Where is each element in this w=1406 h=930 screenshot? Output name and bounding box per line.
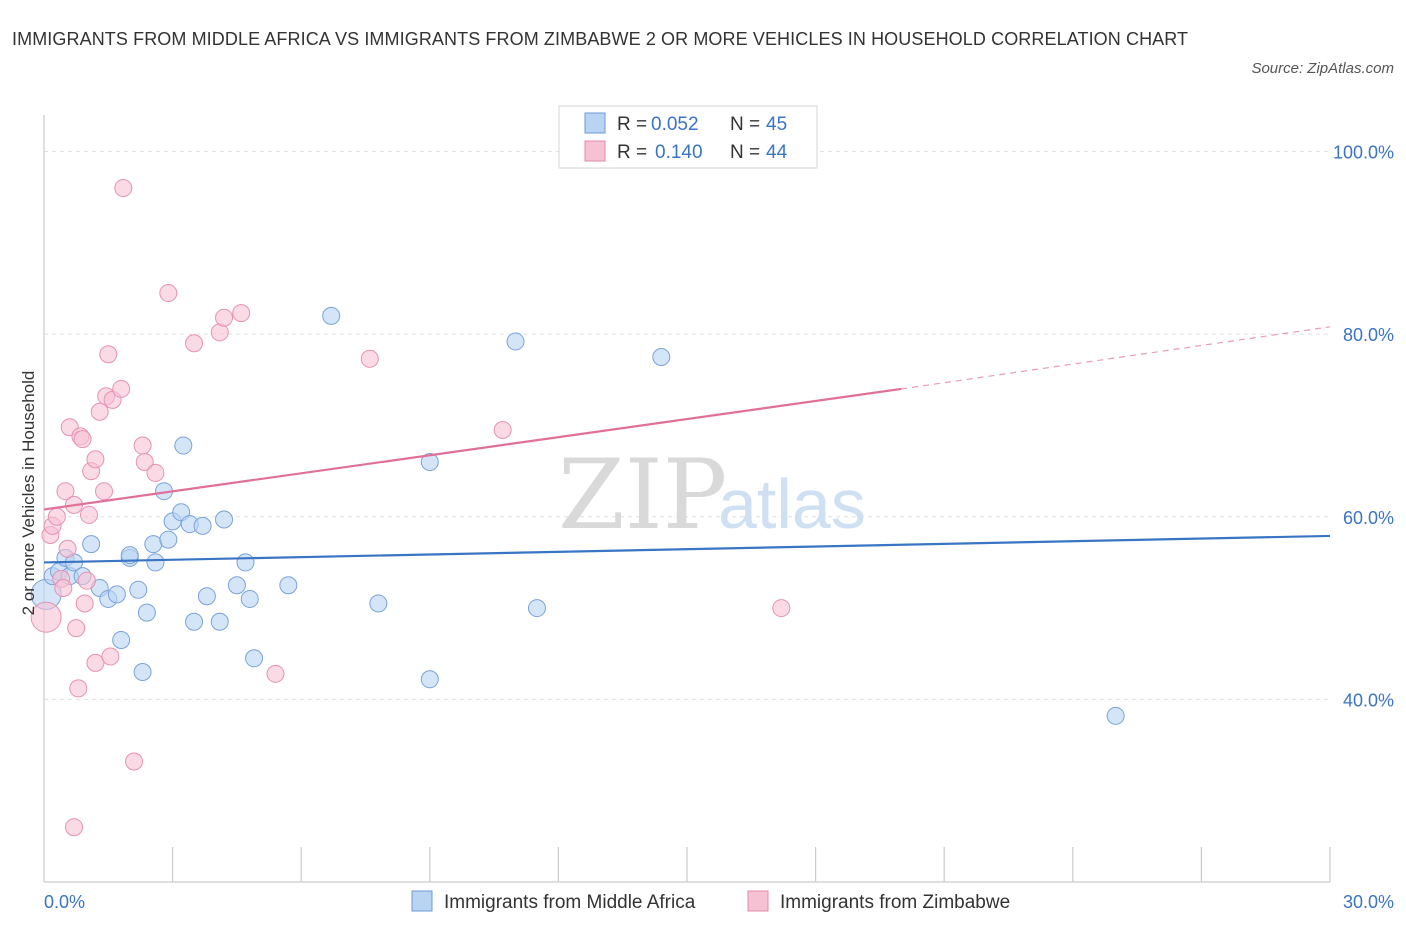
source-label: Source: ZipAtlas.com xyxy=(1251,60,1394,77)
trend-layer xyxy=(43,326,1331,564)
point-zimbabwe xyxy=(99,345,118,364)
point-middle-africa xyxy=(120,546,139,565)
point-middle-africa xyxy=(527,599,546,618)
y-tick-label: 100.0% xyxy=(1333,143,1394,163)
legend-n-label-2: N = xyxy=(730,142,760,163)
bottom-legend-swatch-blue xyxy=(411,890,433,912)
y-tick-label: 60.0% xyxy=(1343,508,1394,528)
bottom-legend-label-blue: Immigrants from Middle Africa xyxy=(444,892,696,913)
point-middle-africa xyxy=(133,662,152,681)
legend-r-label-2: R = xyxy=(617,142,647,163)
point-zimbabwe xyxy=(56,482,75,501)
point-middle-africa xyxy=(146,553,165,572)
legend-n-value-2: 44 xyxy=(766,142,788,163)
point-zimbabwe xyxy=(47,507,66,526)
point-zimbabwe xyxy=(101,647,120,666)
point-middle-africa xyxy=(420,452,439,471)
top-legend: R = 0.052 N = 45 R = 0.140 N = 44 xyxy=(558,105,818,169)
point-middle-africa xyxy=(107,585,126,604)
watermark-atlas: atlas xyxy=(718,465,866,543)
point-middle-africa xyxy=(227,576,246,595)
point-zimbabwe xyxy=(65,818,84,837)
point-middle-africa xyxy=(245,649,264,668)
legend-swatch-blue xyxy=(584,112,606,134)
y-axis-label: 2 or more Vehicles in Household xyxy=(19,371,38,616)
point-zimbabwe xyxy=(493,421,512,440)
points-layer xyxy=(30,179,1125,837)
point-middle-africa xyxy=(652,347,671,366)
point-zimbabwe xyxy=(114,179,133,198)
point-zimbabwe xyxy=(360,349,379,368)
point-zimbabwe xyxy=(86,450,105,469)
point-zimbabwe xyxy=(215,308,234,327)
point-middle-africa xyxy=(197,587,216,606)
point-middle-africa xyxy=(1106,706,1125,725)
point-zimbabwe xyxy=(135,452,154,471)
bottom-legend-swatch-pink xyxy=(747,890,769,912)
point-zimbabwe xyxy=(75,594,94,613)
axes-layer xyxy=(43,115,1330,883)
point-zimbabwe xyxy=(90,402,109,421)
point-middle-africa xyxy=(210,612,229,631)
legend-n-label-1: N = xyxy=(730,114,760,135)
legend-r-value-2: 0.140 xyxy=(655,142,703,163)
point-middle-africa xyxy=(279,576,298,595)
watermark-zip: ZIP xyxy=(558,439,727,551)
trend-line-zimbabwe xyxy=(43,387,902,511)
point-zimbabwe xyxy=(69,679,88,698)
point-zimbabwe xyxy=(112,379,131,398)
point-middle-africa xyxy=(420,670,439,689)
y-tick-labels: 40.0% 60.0% 80.0% 100.0% xyxy=(1333,143,1394,711)
trend-line-zimbabwe-extension xyxy=(901,326,1331,390)
point-zimbabwe xyxy=(146,463,165,482)
point-zimbabwe xyxy=(95,482,114,501)
point-zimbabwe xyxy=(80,505,99,524)
chart-title: IMMIGRANTS FROM MIDDLE AFRICA VS IMMIGRA… xyxy=(12,29,1189,49)
point-zimbabwe xyxy=(58,539,77,558)
point-zimbabwe xyxy=(133,436,152,455)
legend-n-value-1: 45 xyxy=(766,114,787,135)
point-middle-africa xyxy=(137,603,156,622)
point-zimbabwe xyxy=(125,752,144,771)
point-zimbabwe xyxy=(30,601,62,633)
legend-swatch-pink xyxy=(584,140,606,162)
bottom-legend: Immigrants from Middle Africa Immigrants… xyxy=(411,890,1010,913)
point-middle-africa xyxy=(129,580,148,599)
point-zimbabwe xyxy=(73,430,92,449)
y-tick-label: 80.0% xyxy=(1343,325,1394,345)
point-middle-africa xyxy=(369,594,388,613)
point-zimbabwe xyxy=(54,578,73,597)
point-middle-africa xyxy=(193,516,212,535)
point-middle-africa xyxy=(506,332,525,351)
point-middle-africa xyxy=(112,631,131,650)
point-zimbabwe xyxy=(77,571,96,590)
legend-r-value-1: 0.052 xyxy=(651,114,699,135)
point-zimbabwe xyxy=(86,653,105,672)
point-zimbabwe xyxy=(266,664,285,683)
point-zimbabwe xyxy=(159,284,178,303)
point-zimbabwe xyxy=(67,619,86,638)
point-zimbabwe xyxy=(232,304,251,323)
y-tick-label: 40.0% xyxy=(1343,690,1394,710)
point-middle-africa xyxy=(144,535,163,554)
point-middle-africa xyxy=(185,612,204,631)
point-zimbabwe xyxy=(772,599,791,618)
point-middle-africa xyxy=(236,553,255,572)
point-middle-africa xyxy=(174,436,193,455)
point-middle-africa xyxy=(82,535,101,554)
legend-r-label-1: R = xyxy=(617,114,647,135)
point-middle-africa xyxy=(159,530,178,549)
point-middle-africa xyxy=(322,306,341,325)
point-middle-africa xyxy=(240,589,259,608)
trend-line-middle-africa xyxy=(43,534,1331,564)
bottom-legend-label-pink: Immigrants from Zimbabwe xyxy=(780,892,1010,913)
x-tick-label-max: 30.0% xyxy=(1343,892,1394,912)
point-middle-africa xyxy=(215,510,234,529)
point-zimbabwe xyxy=(185,334,204,353)
x-tick-label-min: 0.0% xyxy=(44,892,85,912)
